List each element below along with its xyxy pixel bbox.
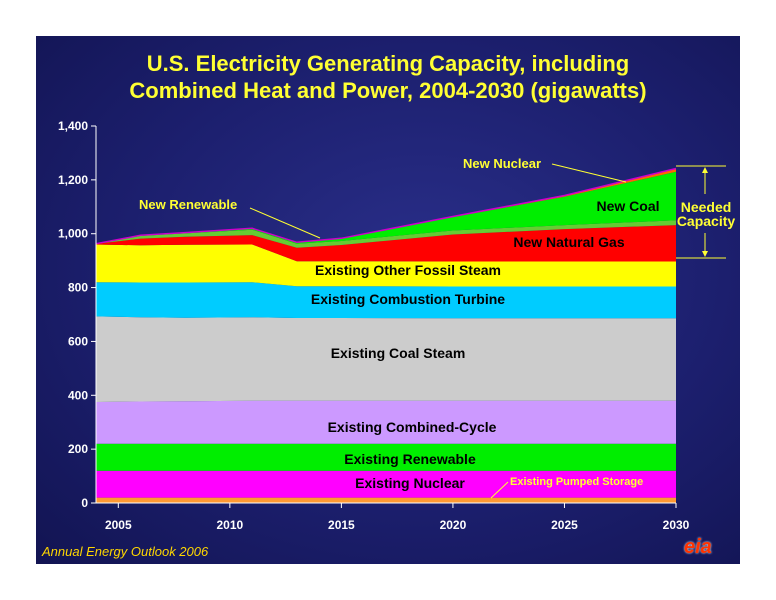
y-tick-label: 1,000 <box>58 227 88 241</box>
y-tick-label: 600 <box>68 334 88 348</box>
y-tick-label: 0 <box>81 496 88 510</box>
area-new-coal <box>96 171 676 244</box>
area-existing-pumped-storage <box>96 497 676 503</box>
chart-svg: 0 200 400 600 800 1,000 1,200 1,400 2005 2010 2015… <box>58 119 736 532</box>
needed-capacity-line1: Needed <box>681 199 732 215</box>
label-existing-nuclear: Existing Nuclear <box>355 475 465 491</box>
y-tick-label: 200 <box>68 442 88 456</box>
x-tick-label: 2020 <box>440 518 467 532</box>
needed-arrowhead-up <box>702 167 708 173</box>
label-new-renewable: New Renewable <box>139 197 237 212</box>
area-existing-combined-cycle <box>96 400 676 444</box>
area-existing-other-fossil-steam <box>96 244 676 287</box>
needed-capacity-annotation: Needed Capacity <box>676 165 736 259</box>
source-footnote: Annual Energy Outlook 2006 <box>42 544 209 559</box>
chart-slide: U.S. Electricity Generating Capacity, in… <box>36 36 740 564</box>
chart-title-line1: U.S. Electricity Generating Capacity, in… <box>146 51 630 76</box>
area-existing-coal-steam <box>96 316 676 402</box>
area-layers <box>95 167 677 503</box>
y-tick-label: 1,400 <box>58 119 88 133</box>
x-tick-label: 2010 <box>216 518 243 532</box>
axes: 0 200 400 600 800 1,000 1,200 1,400 2005 2010 2015… <box>58 119 690 532</box>
label-existing-pumped-storage: Existing Pumped Storage <box>510 476 643 488</box>
area-existing-renewable <box>96 443 676 471</box>
x-tick-label: 2015 <box>328 518 355 532</box>
label-existing-other-fossil-steam: Existing Other Fossil Steam <box>315 262 501 278</box>
y-tick-label: 1,200 <box>58 173 88 187</box>
area-new-renewable <box>96 220 676 248</box>
chart-title-line2: Combined Heat and Power, 2004-2030 (giga… <box>129 78 647 103</box>
label-new-nuclear: New Nuclear <box>463 156 541 171</box>
area-existing-nuclear <box>96 470 676 498</box>
total-capacity-line <box>95 167 677 245</box>
label-existing-combustion-turbine: Existing Combustion Turbine <box>311 291 505 307</box>
label-existing-combined-cycle: Existing Combined-Cycle <box>328 419 497 435</box>
leader-existing-pumped-storage <box>490 481 509 499</box>
eia-logo: eia <box>684 536 712 558</box>
x-tick-label: 2030 <box>663 518 690 532</box>
needed-capacity-line2: Capacity <box>677 213 736 229</box>
area-labels: Existing Other Fossil Steam Existing Com… <box>139 156 736 499</box>
leader-new-nuclear <box>551 163 627 183</box>
label-new-natural-gas: New Natural Gas <box>513 234 624 250</box>
label-new-coal: New Coal <box>596 198 659 214</box>
area-new-natural-gas <box>96 225 676 262</box>
y-tick-label: 800 <box>68 281 88 295</box>
label-existing-renewable: Existing Renewable <box>344 451 476 467</box>
area-existing-combustion-turbine <box>96 282 676 319</box>
leader-new-renewable <box>249 207 321 239</box>
label-existing-coal-steam: Existing Coal Steam <box>331 345 466 361</box>
x-tick-label: 2005 <box>105 518 132 532</box>
needed-arrowhead-down <box>702 251 708 257</box>
y-tick-label: 400 <box>68 388 88 402</box>
chart-title: U.S. Electricity Generating Capacity, in… <box>36 50 740 104</box>
x-tick-label: 2025 <box>551 518 578 532</box>
